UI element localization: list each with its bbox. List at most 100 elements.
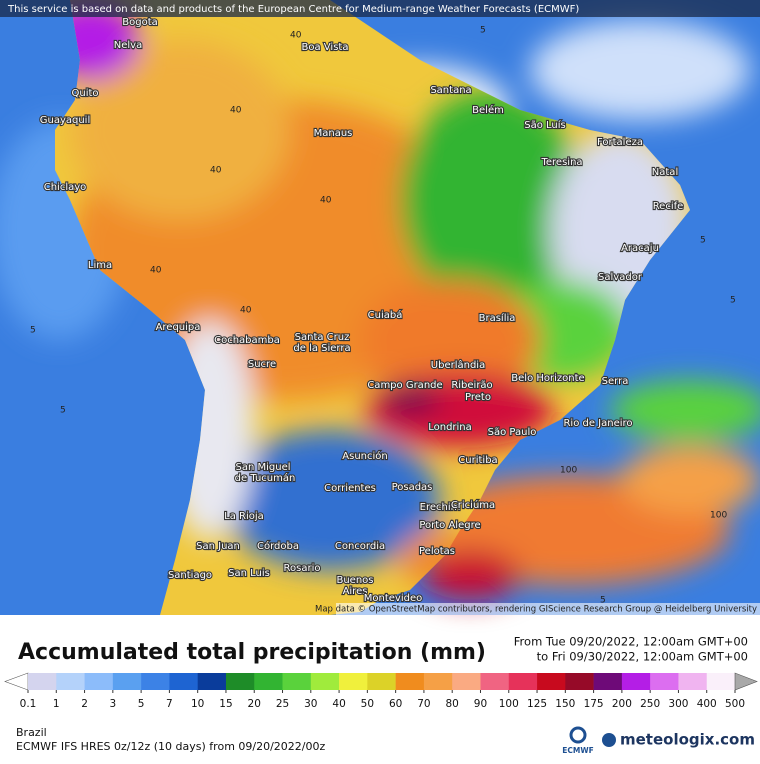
colorbar: 0.1 1 2 3 5 7 10 15 20 25 30 40 50 60 70 80 90 100 125 150 1… xyxy=(4,672,758,710)
city-label: Santa Cruz xyxy=(295,332,350,343)
city-label: Belém xyxy=(472,104,504,116)
ecmwf-icon xyxy=(569,726,587,744)
period-to: to Fri 09/30/2022, 12:00am GMT+00 xyxy=(537,650,748,664)
level-label: 300 xyxy=(668,698,688,710)
city-label: Brasília xyxy=(479,312,516,324)
city-label: Quito xyxy=(71,88,98,99)
city-label: Recife xyxy=(653,201,684,212)
city-label: Corrientes xyxy=(324,483,376,494)
city-label: Sucre xyxy=(248,359,276,370)
city-label: Londrina xyxy=(428,422,472,433)
city-label: Bogota xyxy=(122,17,158,28)
brand-icon xyxy=(602,733,616,747)
city-label: de la Sierra xyxy=(293,343,350,354)
color-box xyxy=(537,673,566,690)
color-box xyxy=(480,673,510,690)
color-box xyxy=(254,673,283,690)
color-box xyxy=(706,673,736,690)
city-label: Erechim xyxy=(420,502,461,513)
city-label: Criciúma xyxy=(451,499,495,511)
color-box xyxy=(112,673,142,690)
contour-label: 40 xyxy=(240,306,252,316)
level-label: 3 xyxy=(109,698,116,710)
map-credit: Map data © OpenStreetMap contributors, r… xyxy=(315,605,757,615)
level-label: 5 xyxy=(138,698,145,710)
city-label: Rio de Janeiro xyxy=(563,418,632,429)
color-box xyxy=(169,673,198,690)
city-label: Cochabamba xyxy=(214,335,280,346)
color-box xyxy=(650,673,679,690)
level-label: 10 xyxy=(191,698,204,710)
level-label: 175 xyxy=(584,698,604,710)
color-box xyxy=(621,673,651,690)
contour-label: 40 xyxy=(150,266,162,276)
contour-label: 5 xyxy=(600,596,606,606)
color-box xyxy=(508,673,538,690)
city-label: Porto Alegre xyxy=(419,520,480,531)
model-info: ECMWF IFS HRES 0z/12z (10 days) from 09/… xyxy=(16,740,326,753)
level-label: 7 xyxy=(166,698,173,710)
city-label: Nelva xyxy=(114,40,142,51)
city-label: Aracaju xyxy=(621,243,659,254)
city-label: Lima xyxy=(88,260,112,271)
city-label: Belo Horizonte xyxy=(511,373,584,384)
color-box xyxy=(28,673,57,690)
city-label: Curitiba xyxy=(458,455,497,466)
color-box xyxy=(395,673,425,690)
city-label: Manaus xyxy=(314,128,353,139)
contour-label: 100 xyxy=(560,466,577,476)
contour-label: 40 xyxy=(320,196,332,206)
ecmwf-logo: ECMWF xyxy=(562,746,594,755)
level-label: 500 xyxy=(725,698,745,710)
contour-label: 5 xyxy=(30,326,36,336)
city-label: Montevideo xyxy=(364,593,422,604)
brand: meteologix.com xyxy=(620,731,755,749)
city-label: Boa Vista xyxy=(302,42,349,53)
color-box xyxy=(452,673,481,690)
contour-label: 5 xyxy=(700,236,706,246)
city-label: Santiago xyxy=(168,570,212,581)
level-label: 70 xyxy=(417,698,430,710)
over-arrow xyxy=(734,672,758,691)
level-label: 125 xyxy=(527,698,547,710)
level-label: 400 xyxy=(697,698,717,710)
level-label: 2 xyxy=(81,698,88,710)
contour-label: 40 xyxy=(230,106,242,116)
city-label: Serra xyxy=(602,376,629,387)
level-label: 30 xyxy=(304,698,317,710)
level-label: 60 xyxy=(389,698,402,710)
city-label: Asunción xyxy=(342,450,387,462)
city-label: São Paulo xyxy=(488,427,537,438)
contour-label: 5 xyxy=(480,26,486,36)
city-label: San Juan xyxy=(196,541,240,552)
level-label: 150 xyxy=(555,698,575,710)
level-label: 15 xyxy=(219,698,232,710)
level-label: 250 xyxy=(640,698,660,710)
color-box xyxy=(678,673,708,690)
city-label: Rosario xyxy=(284,563,321,574)
color-box xyxy=(225,673,255,690)
map: This service is based on data and produc… xyxy=(0,0,760,615)
under-arrow xyxy=(4,672,29,691)
city-label: Santana xyxy=(430,85,471,96)
city-label: San Miguel xyxy=(235,462,290,473)
contour-label: 40 xyxy=(290,31,302,41)
city-label: Posadas xyxy=(392,482,433,493)
city-label: Teresina xyxy=(540,157,582,168)
color-box xyxy=(141,673,170,690)
color-box xyxy=(197,673,227,690)
contour-label: 5 xyxy=(730,296,736,306)
color-box xyxy=(423,673,453,690)
color-box xyxy=(84,673,114,690)
color-box xyxy=(367,673,396,690)
period-from: From Tue 09/20/2022, 12:00am GMT+00 xyxy=(514,635,748,649)
level-label: 20 xyxy=(248,698,261,710)
city-label: Preto xyxy=(465,392,491,403)
city-label: Fortaleza xyxy=(597,137,643,148)
city-label: Córdoba xyxy=(257,540,299,552)
color-box xyxy=(282,673,312,690)
city-label: San Luis xyxy=(228,568,270,579)
city-label: Uberlândia xyxy=(431,359,485,371)
city-label: La Rioja xyxy=(224,511,264,522)
